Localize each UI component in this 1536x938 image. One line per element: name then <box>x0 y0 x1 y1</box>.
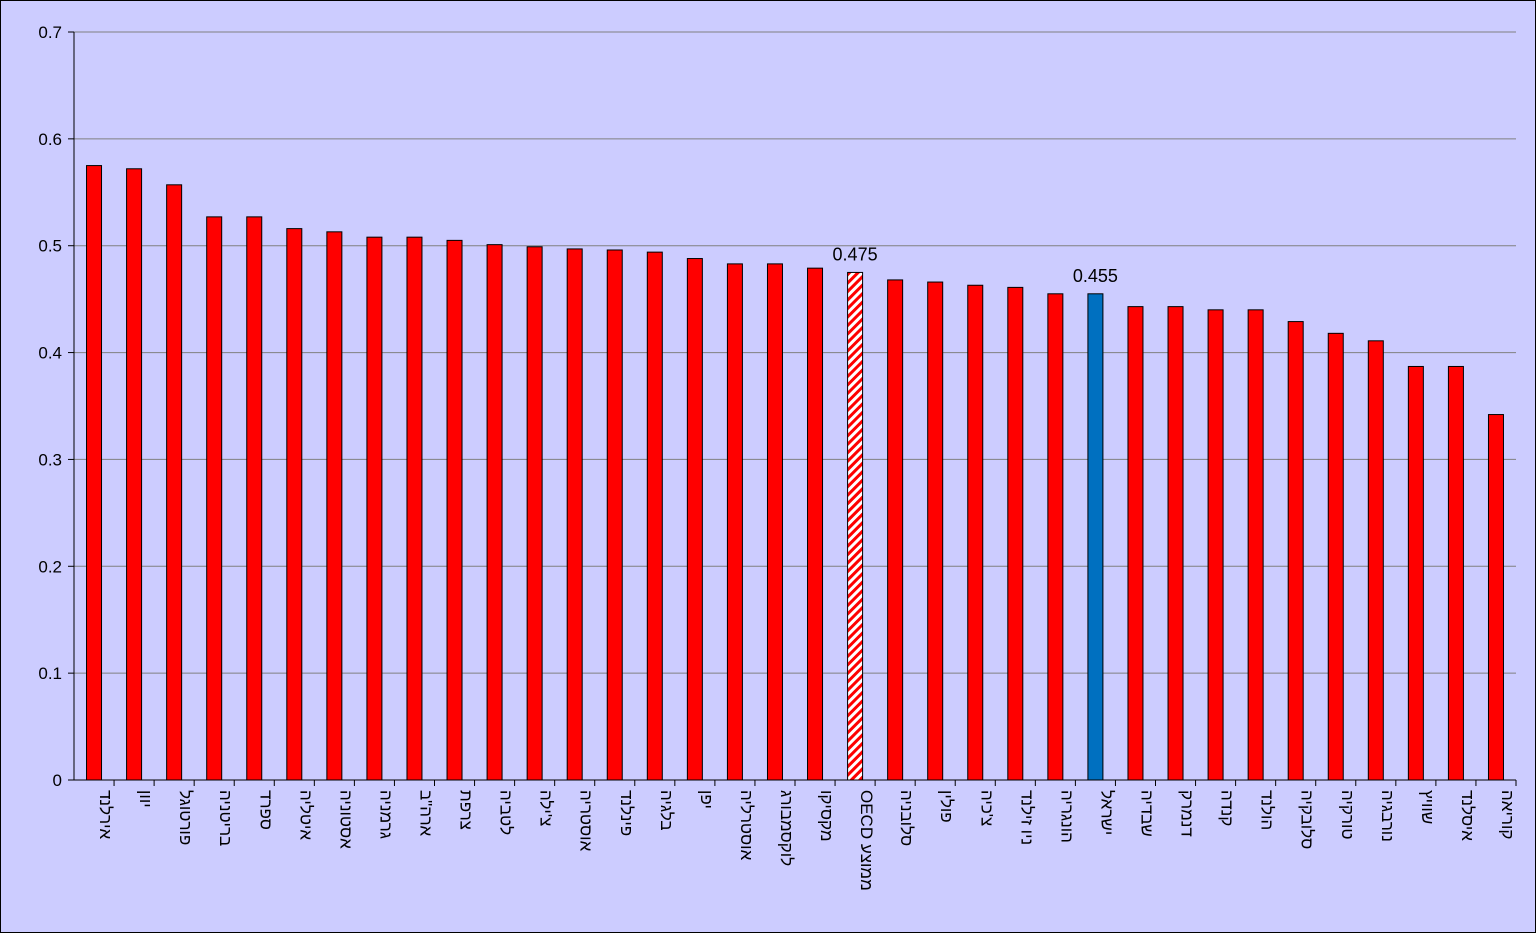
bar <box>286 228 303 781</box>
bar <box>646 251 663 781</box>
bar <box>1127 306 1144 781</box>
gridlines <box>74 31 1516 674</box>
x-tick-label: מקסיקו <box>817 790 836 842</box>
bar <box>366 236 383 781</box>
x-tick-label: לטביה <box>497 790 516 835</box>
bar-oecd-average <box>847 271 864 781</box>
x-tick-label: סלובקיה <box>1298 790 1317 849</box>
x-tick-label: גרמניה <box>376 790 395 839</box>
x-tick-label: אסטוניה <box>336 790 355 849</box>
x-tick-label: פולין <box>937 790 956 823</box>
bar <box>1327 332 1344 781</box>
x-tick-label: בריטניה <box>216 790 235 846</box>
bar <box>1167 306 1184 781</box>
x-tick-label: בלגיה <box>657 790 676 831</box>
bar <box>1007 286 1024 781</box>
labels: אירלנד יוון פורטוגל בריטניה ספרד איטליה אסטוני… <box>96 244 1517 890</box>
bar <box>446 239 463 781</box>
bar <box>126 168 143 781</box>
x-tick-label: יוון <box>136 790 155 808</box>
bar <box>1047 293 1064 781</box>
bar <box>566 248 583 781</box>
bar <box>606 249 623 781</box>
x-tick-label: לוקסמבורג <box>777 790 796 866</box>
bar <box>326 231 343 781</box>
x-tick-label: שבדיה <box>1137 790 1156 837</box>
x-tick-label: פורטוגל <box>176 790 195 845</box>
y-tick-label: 0.4 <box>38 344 62 363</box>
x-tick-label: הולנד <box>1258 790 1277 830</box>
bar <box>887 279 904 781</box>
bar <box>406 236 423 781</box>
bar <box>1487 414 1504 781</box>
bar <box>246 216 263 781</box>
x-tick-label: איסלנד <box>1458 790 1477 841</box>
x-tick-label: אוסטריה <box>577 790 596 852</box>
bar <box>1287 321 1304 781</box>
bar <box>726 263 743 781</box>
y-tick-label: 0 <box>53 771 62 790</box>
x-tick-label: יפן <box>697 790 716 809</box>
bar-israel <box>1087 293 1104 781</box>
data-label: 0.455 <box>1073 266 1118 286</box>
x-tick-label: קוריאה <box>1498 790 1517 839</box>
x-tick-label: נורבגיה <box>1378 790 1397 842</box>
y-tick-label: 0.5 <box>38 237 62 256</box>
x-tick-label: ספרד <box>256 790 275 830</box>
y-tick-label: 0.7 <box>38 23 62 42</box>
bar <box>166 184 183 781</box>
bar <box>686 258 703 781</box>
x-tick-label: ישראל <box>1097 790 1116 835</box>
x-tick-label: צרפת <box>457 790 476 830</box>
bar <box>206 216 223 781</box>
x-tick-label: טורקיה <box>1338 790 1357 839</box>
bar <box>86 165 103 781</box>
data-label: 0.475 <box>833 244 878 264</box>
bar <box>1207 309 1224 781</box>
x-tick-label: ממוצע OECD <box>857 790 876 891</box>
bar <box>486 244 503 781</box>
bars <box>86 165 1504 781</box>
x-tick-label: אירלנד <box>96 790 115 840</box>
x-tick-label: ניו זילנד <box>1017 790 1036 845</box>
bar <box>927 281 944 781</box>
bar <box>807 267 824 781</box>
bar <box>1247 309 1264 781</box>
x-tick-label: הונגריה <box>1057 790 1076 843</box>
x-tick-label: דנמרק <box>1178 790 1197 837</box>
x-tick-label: צ'כיה <box>977 790 996 826</box>
bar <box>1447 365 1464 781</box>
y-tick-label: 0.3 <box>38 450 62 469</box>
bar <box>526 246 543 781</box>
x-tick-label: צ'ילה <box>537 790 556 826</box>
x-tick-label: קנדה <box>1218 790 1237 826</box>
x-tick-label: פינלנד <box>617 790 636 836</box>
bar <box>1367 340 1384 781</box>
x-tick-label: אוסטרליה <box>737 790 756 861</box>
bar <box>1407 365 1424 781</box>
axes: 0 0.1 0.2 0.3 0.4 0.5 0.6 0.7 <box>38 23 1517 790</box>
y-tick-label: 0.2 <box>38 557 62 576</box>
bar <box>766 263 783 781</box>
x-tick-label: איטליה <box>296 790 315 840</box>
x-tick-label: ארה"ב <box>416 790 435 837</box>
y-tick-label: 0.1 <box>38 664 62 683</box>
y-tick-label: 0.6 <box>38 130 62 149</box>
bar <box>967 284 984 781</box>
x-tick-label: שוויץ <box>1418 790 1437 824</box>
x-tick-label: סלובניה <box>897 790 916 846</box>
